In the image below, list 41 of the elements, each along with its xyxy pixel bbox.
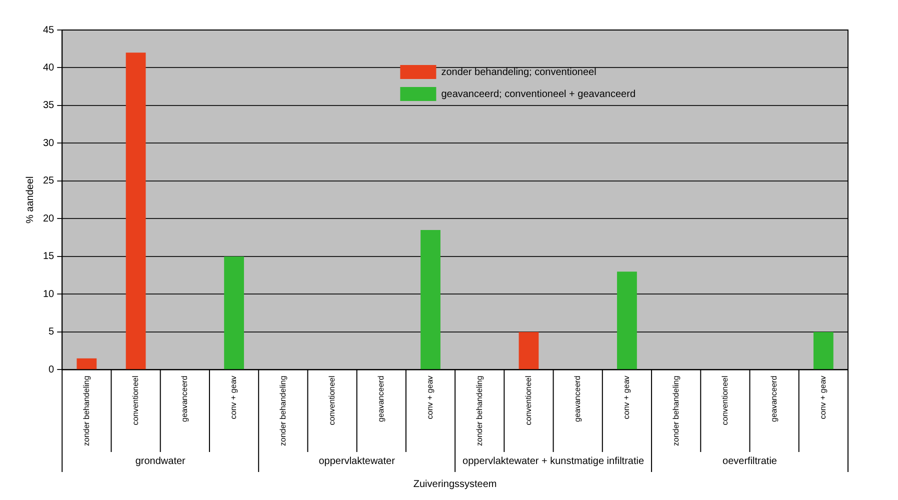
y-tick-label: 40 [43, 62, 55, 74]
y-tick-label: 35 [43, 100, 55, 112]
x-tick-label: conventioneel [524, 376, 533, 426]
legend-label: zonder behandeling; conventioneel [441, 66, 596, 78]
y-tick-label: 5 [48, 326, 55, 338]
y-tick-label: 10 [43, 288, 55, 300]
y-tick-label: 45 [43, 24, 55, 36]
text: oppervlaktewater + kunstmatige infiltratie [462, 456, 644, 467]
y-tick-label: 25 [43, 176, 55, 187]
x-tick-label: zonder behandeling [671, 376, 680, 446]
x-tick-label: conv + geav [426, 376, 435, 420]
bar [126, 52, 146, 370]
y-tick-label: 0 [48, 364, 55, 376]
x-tick-label: conv + geav [229, 376, 238, 420]
text: grondwater [135, 456, 186, 467]
x-tick-label: conventioneel [131, 376, 140, 426]
x-tick-label: conventioneel [327, 376, 336, 426]
y-tick-label: 20 [43, 213, 55, 224]
x-tick-label: zonder behandeling [474, 376, 484, 446]
y-tick-label: 15 [43, 251, 55, 262]
y-tick-label: 30 [43, 138, 55, 149]
bar [617, 272, 637, 370]
bar [76, 358, 97, 370]
x-axis-title: Zuiveringssysteem [413, 478, 497, 490]
bar [224, 256, 244, 370]
text: oppervlaktewater [318, 456, 396, 467]
x-tick-label: geavanceerd [180, 376, 190, 422]
text: oeverfiltratie [722, 456, 778, 467]
bar [420, 230, 440, 370]
bar [813, 332, 834, 370]
x-tick-label: conv + geav [622, 376, 632, 420]
x-tick-label: geavanceerd [770, 376, 779, 422]
y-axis-title: % aandeel [24, 176, 36, 224]
x-tick-label: conv + geav [818, 376, 828, 420]
x-tick-label: geavanceerd [573, 376, 582, 422]
x-tick-label: zonder behandeling [82, 376, 91, 446]
legend-label: geavanceerd; conventioneel + geavanceerd [441, 88, 636, 100]
x-tick-label: zonder behandeling [278, 376, 288, 446]
bar [518, 332, 539, 370]
x-tick-label: geavanceerd [376, 376, 386, 422]
x-tick-label: conventioneel [720, 376, 730, 426]
